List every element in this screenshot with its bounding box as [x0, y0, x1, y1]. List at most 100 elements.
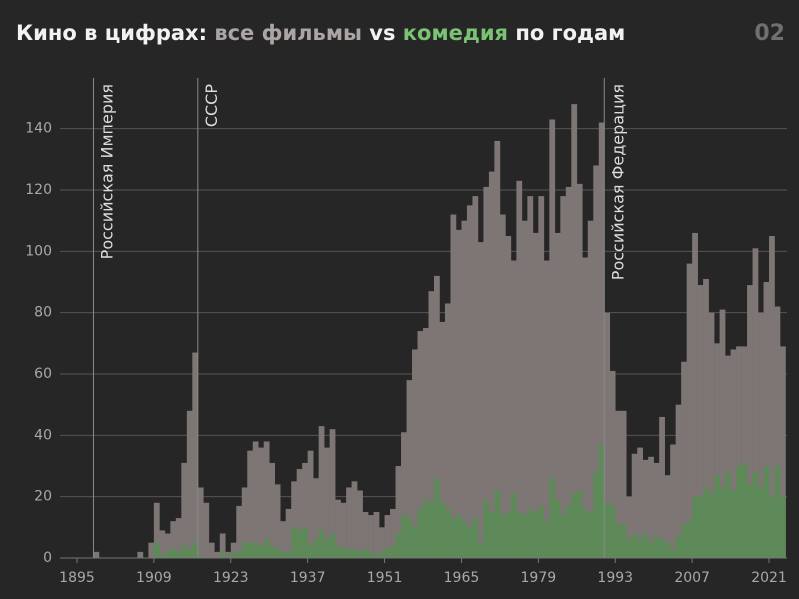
bar [450, 518, 457, 558]
x-tick-label: 2021 [751, 570, 787, 586]
bar [642, 459, 649, 558]
bars [93, 104, 786, 559]
x-tick-label: 1909 [136, 570, 172, 586]
bar [488, 171, 495, 558]
bar [626, 496, 633, 558]
bar [373, 554, 380, 558]
bar [335, 499, 341, 558]
bar [236, 551, 243, 558]
bar [521, 220, 528, 558]
bar [703, 487, 709, 558]
bar [637, 539, 644, 558]
bar [527, 508, 534, 558]
bar [549, 119, 556, 558]
x-tick-label: 2007 [674, 570, 710, 586]
bar [516, 180, 523, 559]
x-tick-label: 1895 [59, 570, 95, 586]
bar [758, 487, 764, 558]
bar [681, 361, 687, 558]
bar [346, 548, 352, 558]
bar [170, 548, 177, 558]
bar [318, 530, 325, 558]
bar [615, 524, 622, 558]
bar [664, 542, 671, 558]
bar [444, 303, 451, 558]
bar [670, 548, 676, 558]
bar [423, 499, 429, 558]
bar [499, 214, 506, 559]
bar [351, 481, 358, 558]
bar [708, 493, 715, 558]
bar [395, 533, 402, 558]
bar [247, 450, 254, 558]
bar [604, 502, 611, 558]
bar [692, 496, 698, 558]
axes: 0 20 40 60 80 100 120 140 1895 1909 1923 1937 1951 19… [25, 121, 787, 586]
bar [780, 496, 786, 558]
bar [516, 512, 523, 558]
title-joiner: vs [369, 21, 395, 45]
bar [686, 521, 693, 558]
annotation-label: СССР [202, 84, 221, 128]
y-tick-label: 120 [25, 182, 52, 198]
bar [593, 472, 600, 558]
bar [719, 487, 726, 558]
bar [401, 515, 407, 558]
bar [274, 484, 281, 558]
bar [197, 554, 204, 558]
page-number: 02 [754, 21, 785, 46]
bar [219, 551, 226, 558]
bar [483, 499, 490, 558]
bar [741, 462, 748, 558]
bar [351, 548, 358, 558]
bar [659, 416, 665, 558]
y-tick-label: 60 [34, 366, 52, 382]
bar [401, 432, 407, 558]
bar [186, 548, 193, 558]
bar [258, 545, 265, 558]
bar [780, 346, 786, 558]
bar [175, 551, 182, 558]
bar [395, 466, 402, 558]
bar [214, 551, 221, 558]
bar [483, 186, 490, 558]
annotations: Российская Империя СССР Российская Федерац… [92, 78, 627, 558]
bar [137, 551, 144, 558]
bar [769, 496, 775, 558]
bar [664, 475, 671, 558]
bar [357, 551, 363, 558]
bar [285, 508, 292, 558]
bar [615, 410, 622, 558]
bar [538, 196, 545, 558]
bar [461, 521, 468, 558]
bar [368, 515, 374, 558]
bar [466, 527, 473, 558]
bar [708, 312, 715, 558]
bar [153, 502, 160, 558]
bar [494, 140, 501, 558]
bar [642, 533, 649, 558]
bar [631, 453, 638, 558]
bar [620, 524, 627, 558]
bar [148, 542, 155, 558]
bar [477, 242, 484, 558]
bar [318, 426, 325, 558]
bar [252, 542, 259, 558]
title-series-all: все фильмы [214, 21, 362, 45]
bar [313, 539, 319, 558]
bar [417, 508, 424, 558]
bar [719, 309, 726, 558]
bar [164, 551, 171, 558]
bar [258, 447, 265, 558]
bar [379, 551, 385, 558]
bar [433, 478, 440, 558]
bar [368, 551, 374, 558]
bar [219, 533, 226, 558]
bar [159, 554, 166, 558]
bar [291, 527, 297, 558]
bar [455, 229, 462, 558]
bar [362, 512, 369, 558]
bar [357, 490, 363, 558]
bar [455, 515, 462, 558]
bar [241, 487, 248, 558]
